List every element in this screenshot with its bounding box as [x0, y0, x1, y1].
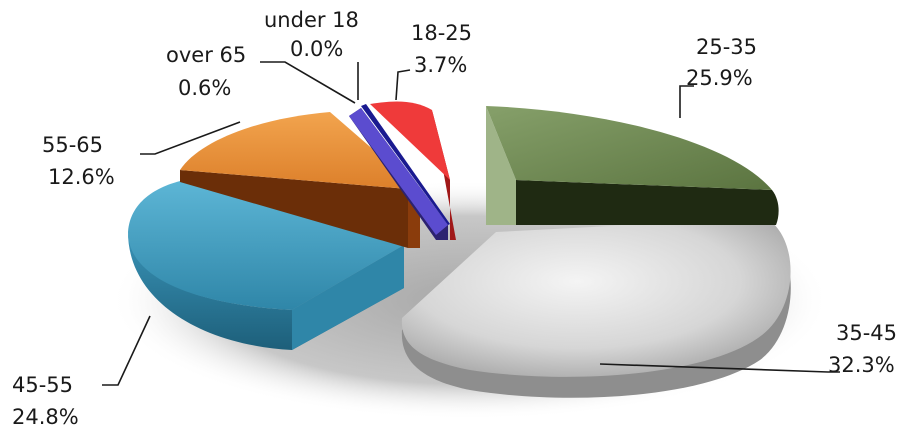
svg-text:0.0%: 0.0% [290, 37, 343, 61]
svg-text:12.6%: 12.6% [48, 165, 115, 189]
svg-text:25-35: 25-35 [696, 35, 757, 59]
leader-18-25 [395, 69, 411, 101]
svg-text:55-65: 55-65 [42, 133, 103, 157]
label-45-55: 45-55 24.8% [12, 373, 79, 429]
svg-text:0.6%: 0.6% [178, 76, 231, 100]
svg-text:35-45: 35-45 [836, 321, 897, 345]
svg-text:45-55: 45-55 [12, 373, 73, 397]
leader-35-45 [599, 363, 840, 373]
svg-text:18-25: 18-25 [411, 21, 472, 45]
svg-text:under 18: under 18 [264, 8, 359, 32]
slice-45-55 [128, 180, 404, 350]
leader-45-55 [102, 315, 151, 386]
label-over-65: over 65 0.6% [166, 43, 246, 100]
leader-25-35 [679, 85, 694, 118]
slice-under-18 [361, 104, 450, 225]
svg-text:25.9%: 25.9% [686, 66, 753, 90]
label-under-18: under 18 0.0% [264, 8, 359, 61]
svg-text:24.8%: 24.8% [12, 405, 79, 429]
label-18-25: 18-25 3.7% [411, 21, 472, 77]
label-35-45: 35-45 32.3% [828, 321, 897, 377]
svg-text:over 65: over 65 [166, 43, 246, 67]
svg-text:3.7%: 3.7% [414, 53, 467, 77]
label-55-65: 55-65 12.6% [42, 133, 115, 189]
slice-over-65 [349, 108, 448, 240]
svg-text:32.3%: 32.3% [828, 353, 895, 377]
leader-over-65 [260, 61, 356, 104]
label-25-35: 25-35 25.9% [686, 35, 757, 90]
slice-35-45 [401, 218, 791, 398]
slice-18-25 [370, 101, 456, 240]
leader-55-65 [140, 121, 241, 155]
slice-25-35 [486, 106, 779, 225]
